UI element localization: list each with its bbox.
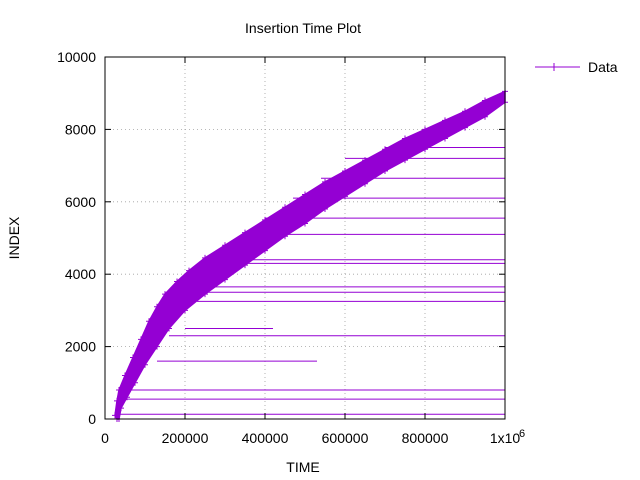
data-point xyxy=(112,412,118,419)
data-band xyxy=(114,90,506,420)
data-point xyxy=(124,394,130,401)
data-point xyxy=(302,220,308,227)
data-point xyxy=(402,135,408,142)
data-point xyxy=(402,157,408,164)
data-point xyxy=(154,343,160,350)
x-exponent-label: 6 xyxy=(519,428,525,440)
data-point xyxy=(362,157,368,164)
data-point xyxy=(146,318,152,325)
y-tick-label: 10000 xyxy=(57,49,96,65)
data-point xyxy=(162,291,168,298)
data-point xyxy=(132,379,138,386)
data-point xyxy=(122,372,128,379)
y-tick-label: 0 xyxy=(88,411,96,427)
data-point xyxy=(138,336,144,343)
data-point xyxy=(174,278,180,285)
x-axis-label: TIME xyxy=(286,459,319,475)
data-point xyxy=(262,247,268,254)
y-tick-label: 6000 xyxy=(65,194,96,210)
legend-marker xyxy=(550,63,558,71)
data-point xyxy=(154,303,160,310)
x-tick-label: 400000 xyxy=(242,430,289,446)
y-tick-label: 8000 xyxy=(65,121,96,137)
data-point xyxy=(282,233,288,240)
y-tick-label: 2000 xyxy=(65,339,96,355)
data-point xyxy=(322,206,328,213)
data-point xyxy=(382,146,388,153)
grid-lines xyxy=(105,57,505,419)
data-point xyxy=(202,254,208,261)
data-point xyxy=(422,126,428,133)
series-data xyxy=(112,88,508,422)
data-point xyxy=(422,146,428,153)
x-tick-label: 1x10 xyxy=(490,430,521,446)
data-point xyxy=(342,168,348,175)
data-point xyxy=(186,267,192,274)
plot-frame xyxy=(104,56,506,420)
data-point xyxy=(166,325,172,332)
data-point xyxy=(114,397,120,404)
y-tick-label: 4000 xyxy=(65,266,96,282)
data-point xyxy=(442,135,448,142)
data-point xyxy=(382,168,388,175)
x-tick-label: 800000 xyxy=(402,430,449,446)
data-point xyxy=(462,108,468,115)
data-point xyxy=(462,124,468,131)
x-tick-label: 0 xyxy=(101,430,109,446)
data-point xyxy=(342,193,348,200)
data-point xyxy=(282,204,288,211)
data-point xyxy=(202,291,208,298)
axis-ticks: 0 200000 400000 600000 800000 1x10 0 2000 4000 60… xyxy=(57,49,520,446)
x-tick-label: 600000 xyxy=(322,430,369,446)
data-point xyxy=(362,180,368,187)
legend-label: Data xyxy=(588,59,618,75)
data-point xyxy=(322,178,328,185)
data-point xyxy=(242,262,248,269)
data-point xyxy=(442,117,448,124)
data-point xyxy=(116,387,122,394)
data-point xyxy=(302,191,308,198)
data-point xyxy=(182,307,188,314)
data-point xyxy=(482,113,488,120)
data-point xyxy=(262,216,268,223)
y-axis-label: INDEX xyxy=(6,216,22,259)
data-point xyxy=(222,276,228,283)
chart-title: Insertion Time Plot xyxy=(245,20,361,36)
data-point xyxy=(130,354,136,361)
legend: Data xyxy=(535,59,618,75)
data-point xyxy=(242,229,248,236)
data-point xyxy=(482,97,488,104)
data-point xyxy=(118,405,124,412)
x-tick-label: 200000 xyxy=(162,430,209,446)
data-point xyxy=(142,361,148,368)
data-point xyxy=(222,242,228,249)
